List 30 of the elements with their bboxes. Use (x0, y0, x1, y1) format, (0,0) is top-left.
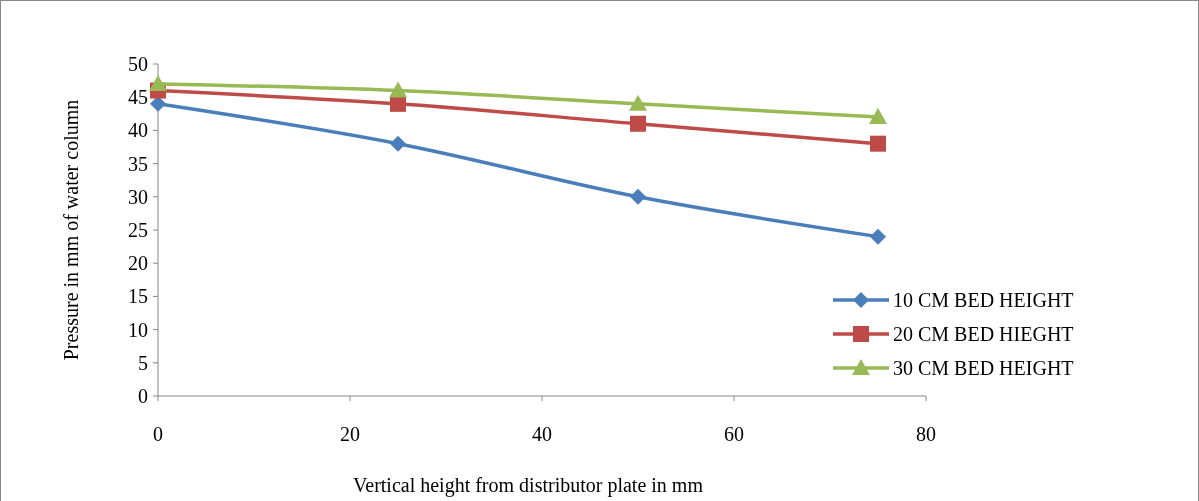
point (869, 108, 887, 125)
point (389, 81, 407, 98)
y-tick-label: 50 (128, 53, 148, 75)
y-tick-label: 25 (128, 219, 148, 241)
point (390, 135, 406, 152)
point (630, 188, 646, 205)
x-tick-label: 20 (340, 423, 360, 445)
y-tick-label: 5 (138, 351, 148, 374)
y-tick-label: 20 (128, 252, 148, 275)
y-tick-label: 0 (138, 385, 148, 407)
x-tick-label: 0 (153, 423, 163, 445)
x-axis-title: Vertical height from distributor plate in mm (353, 474, 704, 497)
legend-label: 20 CM BED HIEGHT (893, 323, 1074, 345)
point (629, 94, 647, 111)
legend-label: 10 CM BED HEIGHT (893, 289, 1074, 311)
y-axis-title: Pressure in mm of water column (60, 99, 82, 361)
x-tick-label: 40 (532, 423, 552, 445)
x-tick-label: 60 (724, 423, 744, 445)
point (630, 115, 646, 132)
point (149, 74, 167, 91)
legend-label: 30 CM BED HEIGHT (893, 357, 1074, 379)
y-tick-label: 40 (128, 119, 148, 142)
y-tick-label: 30 (128, 185, 148, 208)
y-tick-label: 45 (128, 86, 148, 109)
y-tick-label: 10 (128, 318, 148, 341)
y-tick-label: 35 (128, 152, 148, 175)
point (870, 135, 886, 152)
x-tick-label: 80 (916, 423, 936, 445)
y-tick-label: 15 (128, 285, 148, 308)
point (870, 228, 886, 245)
